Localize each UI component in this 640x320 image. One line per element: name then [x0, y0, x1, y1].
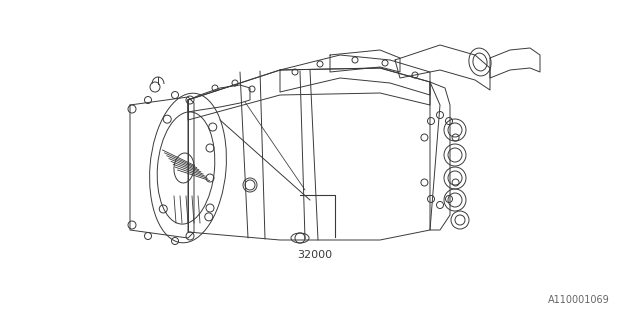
Text: 32000: 32000	[298, 250, 333, 260]
Text: A110001069: A110001069	[548, 295, 610, 305]
